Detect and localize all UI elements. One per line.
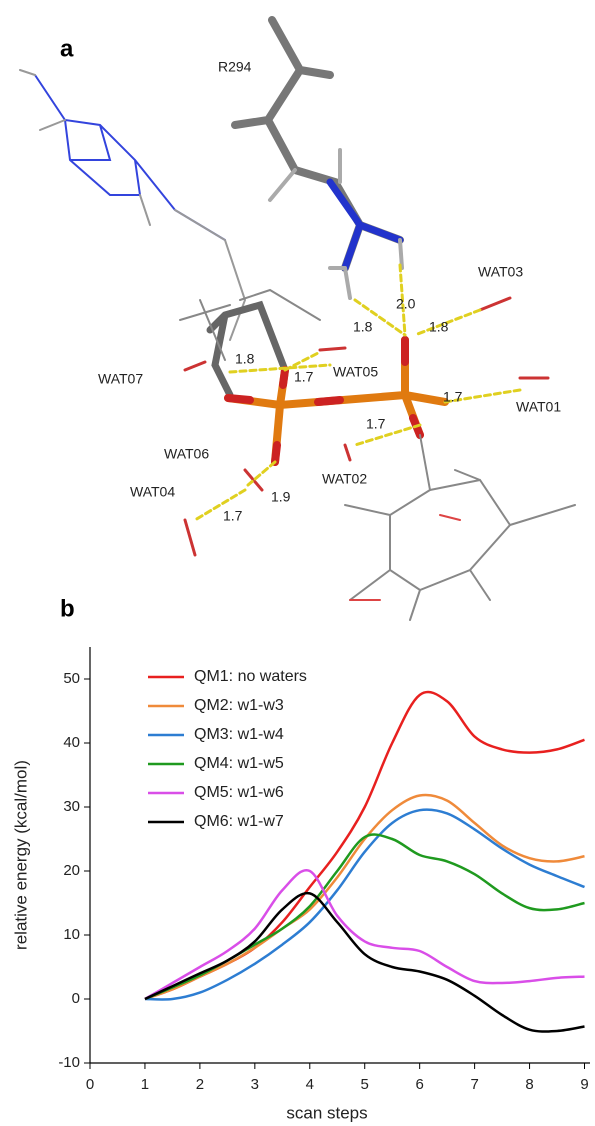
molecule: a R294 WAT03 WAT07 WAT05 WAT01 WAT06 WAT… (19, 16, 576, 621)
legend-label: QM6: w1-w7 (194, 813, 284, 830)
legend-label: QM3: w1-w4 (194, 726, 284, 743)
water-label: WAT07 (98, 371, 143, 387)
distance-label: 1.7 (294, 369, 314, 385)
x-tick-label: 4 (306, 1076, 314, 1093)
legend-label: QM1: no waters (194, 668, 307, 685)
x-tick-label: 1 (141, 1076, 149, 1093)
panel-label: a (60, 35, 74, 62)
water-label: WAT05 (333, 364, 378, 380)
y-tick-label: 20 (63, 862, 80, 879)
series-line (144, 808, 585, 1001)
distance-label: 1.9 (271, 489, 291, 505)
distance-label: 1.8 (353, 319, 373, 335)
x-tick-label: 3 (251, 1076, 259, 1093)
x-tick-label: 5 (361, 1076, 369, 1093)
series-line (144, 868, 585, 1001)
residue-label: R294 (218, 59, 252, 75)
y-tick-label: 30 (63, 798, 80, 815)
distance-label: 1.7 (443, 389, 463, 405)
legend-label: QM4: w1-w5 (194, 755, 284, 772)
y-tick-label: 10 (63, 926, 80, 943)
distance-label: 2.0 (396, 296, 416, 312)
series-line (144, 793, 585, 1001)
water-label: WAT04 (130, 484, 175, 500)
series-line (144, 891, 585, 1033)
y-axis-label: relative energy (kcal/mol) (11, 760, 30, 950)
x-tick-label: 7 (470, 1076, 478, 1093)
distance-label: 1.8 (429, 319, 449, 335)
legend-label: QM5: w1-w6 (194, 784, 284, 801)
x-tick-label: 0 (86, 1076, 94, 1093)
distance-label: 1.7 (223, 508, 243, 524)
water-label: WAT06 (164, 446, 209, 462)
distance-label: 1.8 (235, 351, 255, 367)
x-tick-label: 9 (580, 1076, 588, 1093)
y-tick-label: 40 (63, 734, 80, 751)
distance-label: 1.7 (366, 416, 386, 432)
legend-label: QM2: w1-w3 (194, 697, 284, 714)
panel-label: b (60, 595, 75, 622)
x-tick-label: 8 (525, 1076, 533, 1093)
water-label: WAT03 (478, 264, 523, 280)
y-tick-label: -10 (58, 1054, 80, 1071)
x-tick-label: 6 (415, 1076, 423, 1093)
x-axis-label: scan steps (286, 1103, 367, 1122)
x-tick-label: 2 (196, 1076, 204, 1093)
y-tick-label: 0 (72, 990, 80, 1007)
water-label: WAT01 (516, 399, 561, 415)
y-tick-label: 50 (63, 670, 80, 687)
water-label: WAT02 (322, 471, 367, 487)
